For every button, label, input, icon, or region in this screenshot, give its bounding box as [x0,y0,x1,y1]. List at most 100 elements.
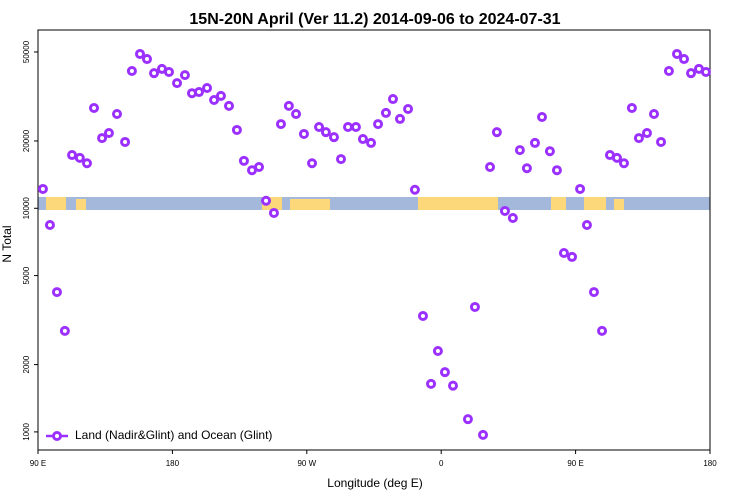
scatter-point [134,48,145,59]
scatter-point [597,325,608,336]
scatter-point [551,165,562,176]
scatter-point [202,83,213,94]
scatter-point [656,136,667,147]
scatter-point [700,66,711,77]
scatter-point [626,102,637,113]
land-patch [418,197,498,210]
scatter-point [641,128,652,139]
ocean-band [38,197,710,210]
scatter-point [686,68,697,79]
scatter-point [163,66,174,77]
scatter-point [357,134,368,145]
scatter-point [89,102,99,113]
x-tick-label: 90 E [567,459,583,468]
scatter-point [298,128,309,139]
scatter-point [366,137,377,148]
scatter-point [335,154,346,165]
scatter-point [51,287,62,298]
y-tick-label: 20000 [22,129,31,152]
scatter-point [314,121,325,132]
legend-marker [52,431,62,441]
scatter-point [283,100,294,111]
scatter-point [432,346,443,357]
scatter-point [507,212,518,223]
scatter-point [193,87,204,98]
scatter-point [439,367,450,378]
x-tick-label: 90 W [297,459,316,468]
scatter-point [343,121,354,132]
scatter-point [409,184,420,195]
scatter-point [417,310,428,321]
scatter-point [373,119,384,130]
land-patch [614,199,624,210]
scatter-point [478,429,489,440]
land-patch [290,199,330,210]
scatter-point [44,219,55,230]
scatter-point [142,54,153,65]
scatter-point [663,66,674,77]
scatter-point [588,287,599,298]
scatter-point [179,70,190,81]
scatter-point [529,137,540,148]
scatter-point [581,219,592,230]
land-patch [46,197,66,210]
y-tick-label: 10000 [22,197,31,220]
scatter-point [403,103,414,114]
scatter-point [618,158,629,169]
scatter-point [499,205,510,216]
scatter-point [521,163,532,174]
scatter-point [611,152,622,163]
scatter-point [567,251,578,262]
legend-label: Land (Nadir&Glint) and Ocean (Glint) [75,428,272,442]
scatter-point [426,378,437,389]
scatter-point [544,146,555,157]
scatter-point [380,107,391,118]
scatter-point [394,113,405,124]
scatter-point [231,124,242,135]
x-tick-label: 180 [703,459,717,468]
y-tick-label: 1000 [22,422,31,440]
chart-title: 15N-20N April (Ver 11.2) 2014-09-06 to 2… [189,11,560,28]
scatter-point [59,325,70,336]
land-patch [584,197,606,210]
scatter-point [97,133,108,144]
scatter-point [103,128,114,139]
scatter-point [111,109,122,120]
scatter-point [649,109,659,120]
scatter-point [67,150,78,161]
scatter-point [447,380,458,391]
scatter-point [491,127,502,138]
scatter-point [462,414,473,425]
plot-frame [37,29,711,451]
scatter-point [223,100,234,111]
x-tick-label: 180 [166,459,180,468]
scatter-point [679,54,690,65]
scatter-point [671,48,682,59]
scatter-point [514,145,525,156]
scatter-point [215,90,226,101]
scatter-point [320,127,331,138]
scatter-point [81,158,92,169]
scatter-point [74,152,85,163]
scatter-point [275,119,286,130]
scatter-point [485,161,496,172]
scatter-point [268,207,279,218]
y-tick-label: 2000 [22,355,31,373]
scatter-point [37,183,48,194]
scatter-point [350,121,361,132]
scatter-point [537,111,547,122]
scatter-point [307,158,318,169]
scatter-point [172,78,183,89]
scatter-point [149,68,160,79]
scatter-point [120,136,131,147]
land-patch [551,197,566,210]
x-tick-label: 90 E [30,459,46,468]
scatter-point [291,109,302,120]
scatter-point [328,132,339,143]
x-tick-label: 0 [439,459,444,468]
land-patch [76,199,86,210]
scatter-point [558,248,569,259]
scatter-point [126,66,137,77]
